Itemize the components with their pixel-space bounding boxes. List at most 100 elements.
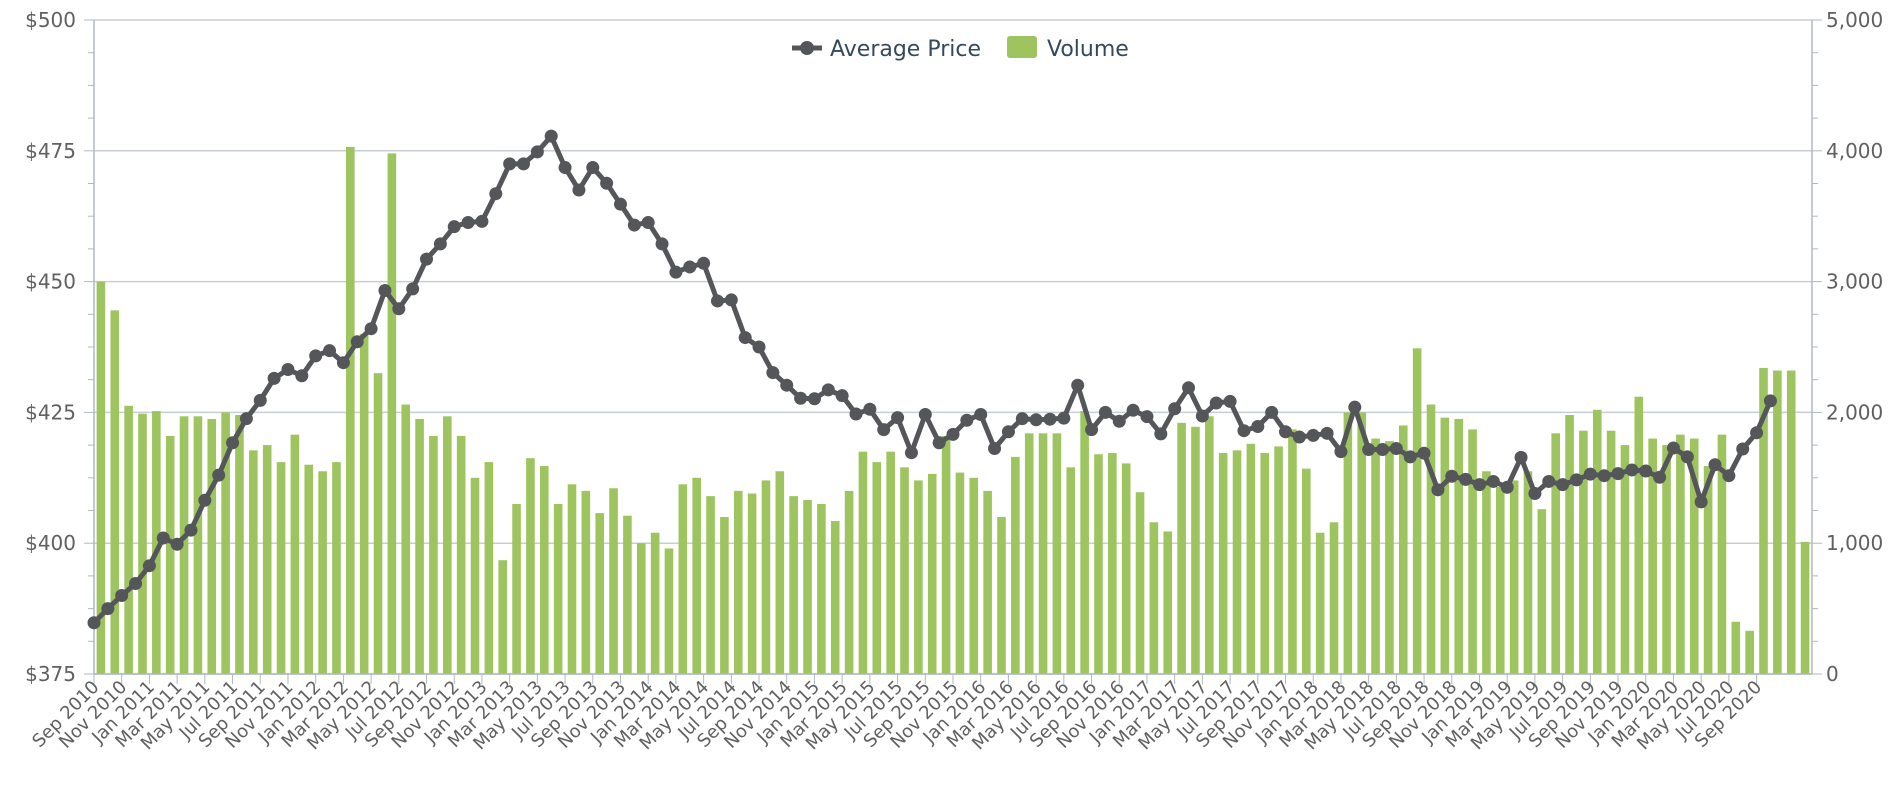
volume-bar[interactable]: [1731, 621, 1741, 674]
average-price-point[interactable]: [1583, 467, 1597, 481]
volume-bar[interactable]: [207, 418, 217, 674]
volume-bar[interactable]: [581, 490, 591, 674]
average-price-point[interactable]: [738, 331, 752, 345]
legend-item-average-price[interactable]: Average Price: [792, 37, 981, 62]
average-price-point[interactable]: [849, 407, 863, 421]
volume-bar[interactable]: [1689, 438, 1699, 674]
volume-bar[interactable]: [1786, 370, 1796, 674]
volume-bar[interactable]: [1412, 348, 1422, 674]
volume-bar[interactable]: [1260, 452, 1270, 674]
average-price-point[interactable]: [891, 411, 905, 425]
volume-bar[interactable]: [235, 415, 244, 674]
average-price-point[interactable]: [87, 616, 101, 630]
average-price-point[interactable]: [281, 363, 295, 376]
volume-bar[interactable]: [456, 435, 466, 674]
volume-bar[interactable]: [969, 477, 979, 674]
volume-bar[interactable]: [1232, 450, 1242, 674]
volume-bar[interactable]: [124, 405, 133, 674]
average-price-point[interactable]: [1043, 412, 1057, 426]
average-price-point[interactable]: [766, 366, 780, 380]
average-price-point[interactable]: [1362, 443, 1376, 457]
average-price-point[interactable]: [530, 145, 544, 159]
average-price-point[interactable]: [129, 576, 143, 590]
volume-bar[interactable]: [1662, 445, 1671, 674]
average-price-point[interactable]: [932, 436, 946, 450]
volume-bar[interactable]: [221, 412, 230, 674]
average-price-point[interactable]: [1015, 412, 1029, 426]
volume-bar[interactable]: [886, 451, 895, 674]
volume-bar[interactable]: [1302, 468, 1311, 674]
volume-bar[interactable]: [997, 517, 1006, 674]
average-price-point[interactable]: [627, 218, 641, 232]
volume-bar[interactable]: [165, 435, 175, 674]
volume-bar[interactable]: [1773, 370, 1782, 674]
average-price-point[interactable]: [1348, 400, 1362, 414]
volume-bar[interactable]: [1357, 412, 1367, 674]
average-price-point[interactable]: [447, 220, 461, 234]
volume-bar[interactable]: [304, 464, 314, 674]
volume-bar[interactable]: [415, 418, 424, 674]
average-price-point[interactable]: [1334, 445, 1348, 459]
volume-bar[interactable]: [1676, 434, 1685, 674]
average-price-point[interactable]: [1320, 426, 1334, 440]
average-price-point[interactable]: [433, 237, 447, 251]
volume-bar[interactable]: [1052, 433, 1062, 674]
volume-bar[interactable]: [249, 450, 258, 674]
average-price-point[interactable]: [752, 340, 766, 354]
volume-bar[interactable]: [1274, 446, 1283, 674]
average-price-point[interactable]: [1292, 430, 1306, 444]
average-price-point[interactable]: [946, 427, 960, 441]
volume-bar[interactable]: [1620, 445, 1630, 674]
average-price-point[interactable]: [1154, 427, 1168, 441]
volume-bar[interactable]: [1121, 463, 1131, 674]
volume-bar[interactable]: [1426, 404, 1436, 674]
average-price-point[interactable]: [115, 589, 129, 603]
average-price-point[interactable]: [1445, 469, 1459, 483]
average-price-point[interactable]: [1112, 414, 1126, 428]
average-price-point[interactable]: [988, 442, 1002, 455]
average-price-point[interactable]: [1168, 402, 1182, 416]
average-price-point[interactable]: [1140, 410, 1154, 424]
average-price-point[interactable]: [309, 349, 323, 363]
average-price-point[interactable]: [821, 383, 835, 397]
average-price-point[interactable]: [780, 378, 794, 392]
average-price-point[interactable]: [364, 322, 378, 336]
volume-bar[interactable]: [96, 281, 106, 674]
volume-bar[interactable]: [636, 543, 646, 674]
average-price-point[interactable]: [1389, 442, 1403, 455]
average-price-point[interactable]: [1653, 470, 1667, 484]
volume-bar[interactable]: [955, 472, 965, 674]
volume-bar[interactable]: [1218, 452, 1228, 674]
average-price-point[interactable]: [1431, 483, 1445, 497]
volume-bar[interactable]: [373, 373, 383, 674]
volume-bar[interactable]: [1800, 541, 1810, 674]
average-price-point[interactable]: [336, 356, 350, 370]
average-price-point[interactable]: [918, 407, 932, 421]
volume-bar[interactable]: [844, 490, 854, 674]
average-price-point[interactable]: [1029, 413, 1043, 427]
average-price-point[interactable]: [226, 436, 240, 450]
average-price-point[interactable]: [586, 161, 600, 175]
volume-bar[interactable]: [1509, 480, 1519, 674]
average-price-point[interactable]: [600, 176, 614, 190]
average-price-point[interactable]: [503, 157, 517, 171]
average-price-point[interactable]: [406, 282, 420, 296]
volume-bar[interactable]: [609, 488, 618, 674]
volume-bar[interactable]: [332, 462, 341, 674]
average-price-point[interactable]: [710, 294, 724, 308]
volume-bar[interactable]: [1634, 396, 1644, 674]
average-price-point[interactable]: [253, 393, 267, 407]
average-price-point[interactable]: [877, 423, 891, 437]
volume-bar[interactable]: [872, 462, 882, 674]
average-price-point[interactable]: [1376, 443, 1389, 457]
volume-bar[interactable]: [1454, 418, 1463, 674]
average-price-point[interactable]: [724, 293, 738, 307]
average-price-point[interactable]: [544, 129, 558, 143]
average-price-point[interactable]: [1417, 446, 1431, 460]
volume-bar[interactable]: [1495, 486, 1505, 674]
average-price-point[interactable]: [1556, 478, 1570, 492]
average-price-point[interactable]: [1750, 426, 1764, 440]
average-price-point[interactable]: [1680, 450, 1694, 464]
volume-bar[interactable]: [110, 310, 120, 674]
average-price-point[interactable]: [697, 256, 711, 270]
